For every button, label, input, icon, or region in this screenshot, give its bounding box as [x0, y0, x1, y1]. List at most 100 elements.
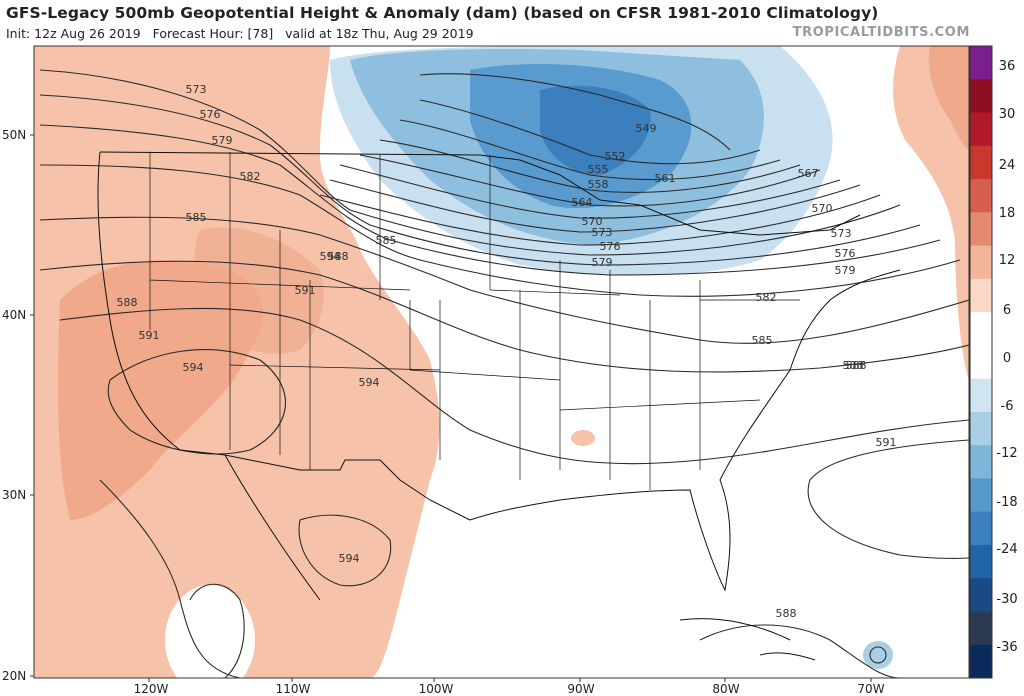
contour-label-570: 570	[582, 215, 603, 228]
colorbar-label: 30	[999, 107, 1016, 122]
contour-label-591: 591	[139, 329, 160, 342]
contour-label-588: 588	[328, 250, 349, 263]
lat-label: 40N	[2, 308, 26, 322]
cold-anomaly-core	[540, 85, 651, 175]
contour-label-585: 585	[186, 211, 207, 224]
warm-anomaly-east	[893, 46, 969, 380]
contour-594-south	[298, 514, 392, 587]
colorbar-swatch	[970, 544, 992, 579]
longitude-labels: 120W 110W 100W 90W 80W 70W	[134, 682, 885, 696]
contour-label-588: 588	[776, 607, 797, 620]
contour-582	[39, 164, 961, 297]
colorbar-swatch	[970, 511, 992, 546]
colorbar-label: -18	[996, 495, 1017, 510]
contour-588-south	[99, 479, 901, 678]
warm-anomaly-west-strong-2	[194, 227, 324, 354]
colorbar-labels: 36 30 24 18 12 6 0 -6 -12 -18 -24 -30 -36	[996, 59, 1017, 655]
colorbar-swatch	[970, 245, 992, 280]
colorbar-swatch	[970, 478, 992, 513]
contour-labels: 5735765795825855885915945885915945855885…	[117, 83, 897, 620]
contour-591	[59, 307, 969, 465]
contour-small-low	[869, 646, 887, 664]
contour-label-573: 573	[592, 226, 613, 239]
political-borders	[97, 151, 901, 661]
contour-585	[39, 216, 969, 344]
contour-label-594: 594	[183, 361, 204, 374]
contour-573	[39, 69, 901, 256]
lat-label: 20N	[2, 669, 26, 683]
contour-label-591: 591	[876, 436, 897, 449]
contour-label-588: 588	[843, 359, 864, 372]
colorbar-swatch	[970, 411, 992, 446]
caribbean-islands	[679, 618, 816, 661]
colorbar-swatch	[970, 79, 992, 114]
lon-label: 120W	[134, 682, 169, 696]
colorbar-swatch	[970, 46, 992, 80]
contour-label-582: 582	[756, 291, 777, 304]
contour-555	[399, 119, 781, 181]
lon-label: 70W	[857, 682, 884, 696]
lon-label: 110W	[276, 682, 311, 696]
axis-ticks	[30, 134, 872, 682]
contour-561	[359, 154, 821, 207]
colorbar-label: -36	[996, 640, 1017, 655]
colorbar-swatch	[970, 212, 992, 247]
colorbar-swatch	[970, 445, 992, 479]
contour-label-570: 570	[812, 202, 833, 215]
colorbar-label: -24	[996, 542, 1017, 557]
contour-label-573: 573	[186, 83, 207, 96]
contour-label-549: 549	[636, 122, 657, 135]
contour-label-585: 585	[752, 334, 773, 347]
colorbar-swatch	[970, 644, 992, 679]
contour-label-579: 579	[212, 134, 233, 147]
lat-label: 30N	[2, 488, 26, 502]
colorbar	[969, 45, 993, 679]
colorbar-label: 18	[999, 206, 1016, 221]
warm-anomaly-east-strong	[928, 46, 969, 150]
colorbar-label: 24	[999, 158, 1016, 173]
contour-label-588: 588	[846, 359, 867, 372]
neutral-cutout	[165, 585, 255, 678]
colorbar-label: 6	[1003, 303, 1011, 318]
contour-label-579: 579	[835, 264, 856, 277]
contour-552	[419, 99, 761, 165]
colorbar-swatch	[970, 378, 992, 413]
contour-label-576: 576	[200, 108, 221, 121]
contour-label-585: 585	[376, 234, 397, 247]
contour-label-552: 552	[605, 150, 626, 163]
lon-label: 90W	[567, 682, 594, 696]
cold-anomaly-small	[863, 641, 893, 669]
chart-title: GFS-Legacy 500mb Geopotential Height & A…	[6, 4, 879, 22]
us-canada-border	[99, 151, 861, 236]
contour-579	[39, 124, 941, 276]
colorbar-label: 0	[1003, 351, 1011, 366]
contour-label-576: 576	[835, 247, 856, 260]
us-mexico-border	[224, 454, 471, 521]
colorbar-swatch	[970, 312, 992, 346]
latitude-labels: 50N 40N 30N 20N	[2, 128, 26, 683]
colorbar-swatch	[970, 179, 992, 213]
colorbar-swatch	[970, 345, 992, 380]
lon-label: 80W	[712, 682, 739, 696]
colorbar-label: -6	[1001, 399, 1014, 414]
contour-label-567: 567	[798, 167, 819, 180]
colorbar-label: 12	[999, 253, 1016, 268]
contour-591-ring	[807, 439, 969, 559]
contour-576	[39, 94, 921, 266]
contour-label-591: 591	[295, 284, 316, 297]
contour-label-579: 579	[592, 256, 613, 269]
colorbar-frame	[969, 45, 993, 679]
contour-label-576: 576	[600, 240, 621, 253]
contour-558	[379, 139, 801, 193]
forecast-hour: Forecast Hour: [78]	[152, 26, 274, 41]
contour-564	[339, 164, 841, 219]
contour-570	[319, 194, 881, 246]
colorbar-swatch	[970, 145, 992, 180]
contour-label-594: 594	[320, 250, 341, 263]
anomaly-fill-layer	[34, 46, 969, 678]
contour-594-west	[107, 349, 286, 455]
warm-anomaly-west-strong	[58, 260, 264, 520]
contour-label-594: 594	[359, 376, 380, 389]
contour-label-564: 564	[572, 196, 593, 209]
contour-west-loop	[189, 583, 245, 678]
